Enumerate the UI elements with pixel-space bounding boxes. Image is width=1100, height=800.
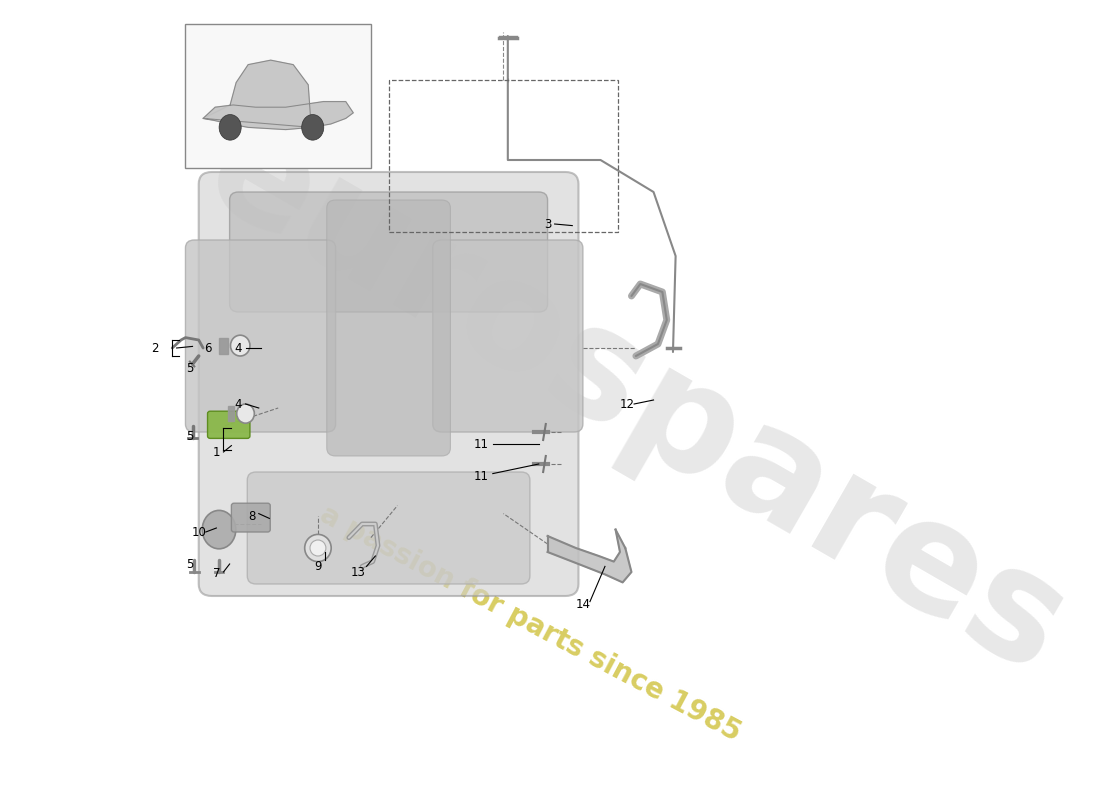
Text: 5: 5 [186,362,194,374]
FancyBboxPatch shape [208,411,250,438]
Polygon shape [228,406,234,421]
Polygon shape [548,530,631,582]
FancyBboxPatch shape [432,240,583,432]
Text: 3: 3 [543,218,551,230]
FancyBboxPatch shape [327,200,450,456]
Polygon shape [219,338,228,354]
Text: 14: 14 [575,598,591,610]
Text: 1: 1 [212,446,220,458]
Text: 12: 12 [619,398,635,410]
Ellipse shape [219,114,241,140]
Text: 13: 13 [350,566,365,578]
Text: eurospares: eurospares [180,94,1091,706]
Text: 10: 10 [191,526,206,538]
FancyBboxPatch shape [230,192,548,312]
Text: 5: 5 [186,430,194,442]
Text: 5: 5 [186,558,194,570]
FancyBboxPatch shape [199,172,579,596]
Text: 2: 2 [151,342,158,354]
Text: a passion for parts since 1985: a passion for parts since 1985 [315,501,745,747]
Text: 7: 7 [212,567,220,580]
Bar [388,80,618,232]
Bar [186,24,371,168]
Ellipse shape [310,540,326,556]
Polygon shape [204,60,353,130]
FancyBboxPatch shape [248,472,530,584]
Text: 11: 11 [474,470,488,482]
FancyBboxPatch shape [231,503,271,532]
Ellipse shape [202,510,235,549]
Text: 4: 4 [234,398,242,410]
FancyBboxPatch shape [186,240,336,432]
Text: 11: 11 [474,438,488,450]
Text: 9: 9 [315,560,321,573]
Text: 8: 8 [248,510,255,522]
Text: 6: 6 [204,342,211,354]
Ellipse shape [236,404,254,423]
Ellipse shape [305,534,331,562]
Ellipse shape [231,335,250,356]
Ellipse shape [301,114,323,140]
Text: 4: 4 [234,342,242,354]
